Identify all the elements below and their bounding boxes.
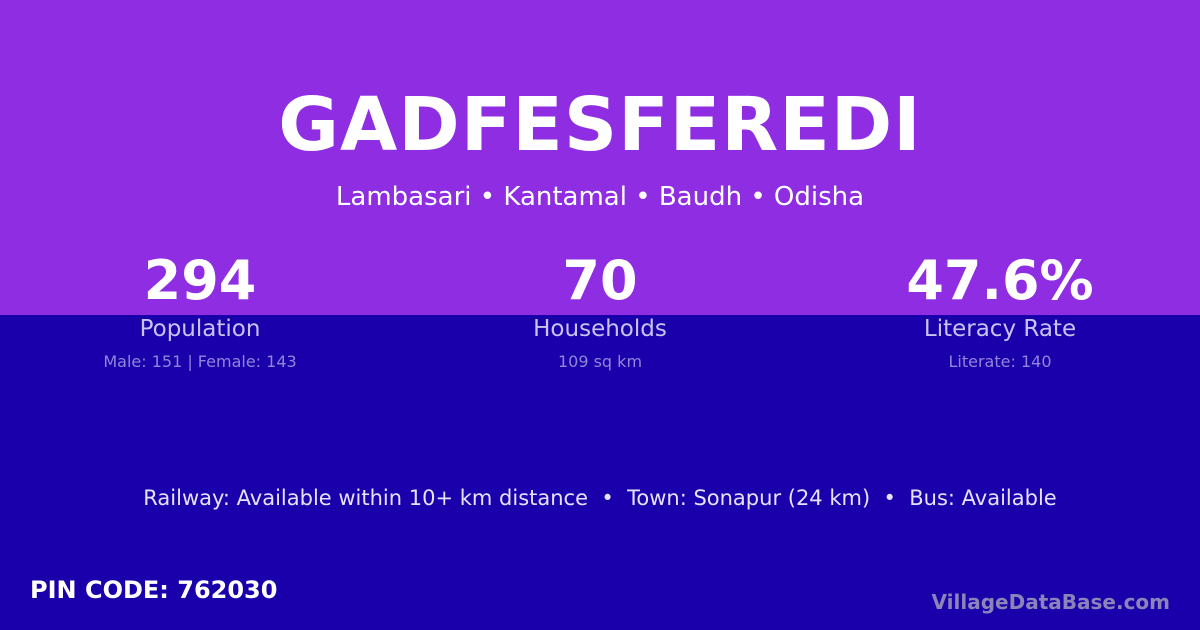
stat-value: 47.6%	[906, 249, 1094, 312]
stat-label: Literacy Rate	[923, 316, 1077, 342]
location-breadcrumb: Lambasari • Kantamal • Baudh • Odisha	[335, 182, 865, 212]
stat-households: 70 Households 109 sq km	[400, 249, 800, 372]
stat-population: 294 Population Male: 151 | Female: 143	[0, 249, 400, 372]
stat-detail: Male: 151 | Female: 143	[103, 352, 297, 371]
stat-value: 294	[143, 249, 257, 312]
stat-label: Population	[139, 316, 261, 342]
amenities-info: Railway: Available within 10+ km distanc…	[143, 486, 1057, 510]
stat-detail: Literate: 140	[948, 352, 1052, 371]
stat-label: Households	[533, 316, 667, 342]
stat-value: 70	[562, 249, 638, 312]
village-name: GADFESFEREDI	[278, 82, 922, 168]
pin-code: PIN CODE: 762030	[30, 576, 278, 604]
brand-logo: VillageDataBase.com	[931, 590, 1170, 614]
stat-literacy: 47.6% Literacy Rate Literate: 140	[800, 249, 1200, 372]
header-band	[0, 0, 1200, 315]
stat-detail: 109 sq km	[557, 352, 643, 371]
